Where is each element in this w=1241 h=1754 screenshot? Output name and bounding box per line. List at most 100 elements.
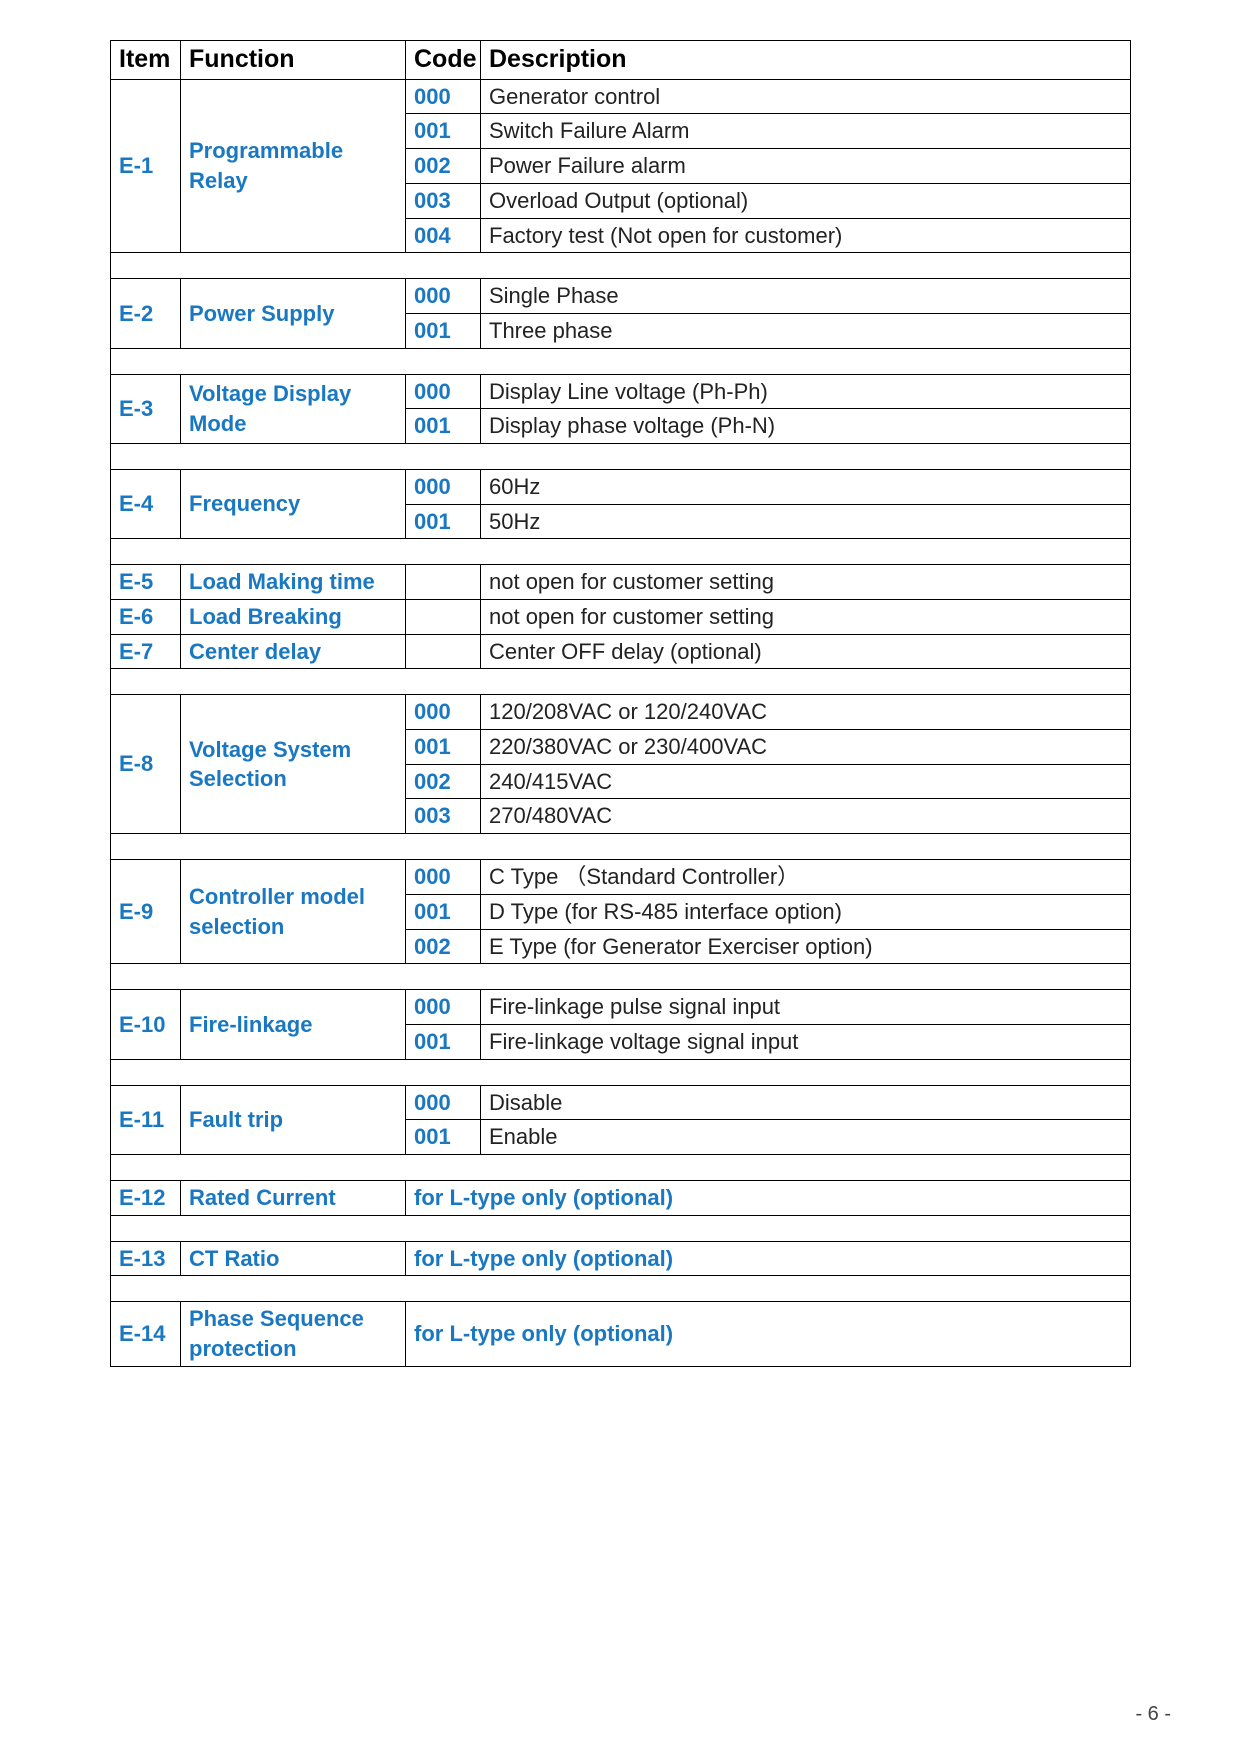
function-cell: Voltage System Selection — [181, 695, 406, 834]
page-number: - 6 - — [1135, 1703, 1171, 1726]
desc-cell: C Type （Standard Controller） — [481, 860, 1131, 895]
function-cell: Phase Sequence protection — [181, 1302, 406, 1366]
item-cell: E-9 — [111, 860, 181, 964]
desc-cell: for L-type only (optional) — [406, 1302, 1131, 1366]
function-cell: Programmable Relay — [181, 79, 406, 252]
spacer-row — [111, 1059, 1131, 1085]
code-cell — [406, 565, 481, 600]
header-code: Code — [406, 41, 481, 80]
code-cell: 003 — [406, 799, 481, 834]
table-row: E-2 Power Supply 000 Single Phase — [111, 279, 1131, 314]
item-cell: E-11 — [111, 1085, 181, 1154]
function-cell: Voltage Display Mode — [181, 374, 406, 443]
code-cell: 000 — [406, 279, 481, 314]
table-row: E-6 Load Breaking not open for customer … — [111, 600, 1131, 635]
table-row: E-5 Load Making time not open for custom… — [111, 565, 1131, 600]
desc-cell: Fire-linkage voltage signal input — [481, 1024, 1131, 1059]
table-row: E-8 Voltage System Selection 000 120/208… — [111, 695, 1131, 730]
table-row: E-9 Controller model selection 000 C Typ… — [111, 860, 1131, 895]
spacer-row — [111, 834, 1131, 860]
function-cell: Controller model selection — [181, 860, 406, 964]
desc-cell: Power Failure alarm — [481, 149, 1131, 184]
code-cell: 002 — [406, 149, 481, 184]
item-cell: E-4 — [111, 469, 181, 538]
desc-cell: 220/380VAC or 230/400VAC — [481, 730, 1131, 765]
desc-cell: Fire-linkage pulse signal input — [481, 990, 1131, 1025]
spacer-row — [111, 539, 1131, 565]
parameters-table: Item Function Code Description E-1 Progr… — [110, 40, 1131, 1367]
table-row: E-1 Programmable Relay 000 Generator con… — [111, 79, 1131, 114]
code-cell: 001 — [406, 409, 481, 444]
item-cell: E-13 — [111, 1241, 181, 1276]
desc-cell: 270/480VAC — [481, 799, 1131, 834]
desc-cell: 240/415VAC — [481, 764, 1131, 799]
function-cell: Load Making time — [181, 565, 406, 600]
desc-cell: Single Phase — [481, 279, 1131, 314]
code-cell: 000 — [406, 695, 481, 730]
item-cell: E-2 — [111, 279, 181, 348]
desc-cell: Display phase voltage (Ph-N) — [481, 409, 1131, 444]
desc-cell: Enable — [481, 1120, 1131, 1155]
item-cell: E-12 — [111, 1180, 181, 1215]
table-row: E-14 Phase Sequence protection for L-typ… — [111, 1302, 1131, 1366]
table-row: E-11 Fault trip 000 Disable — [111, 1085, 1131, 1120]
function-cell: Load Breaking — [181, 600, 406, 635]
desc-cell: not open for customer setting — [481, 565, 1131, 600]
spacer-row — [111, 253, 1131, 279]
spacer-row — [111, 443, 1131, 469]
desc-cell: 60Hz — [481, 469, 1131, 504]
item-cell: E-8 — [111, 695, 181, 834]
desc-cell: Center OFF delay (optional) — [481, 634, 1131, 669]
desc-cell: for L-type only (optional) — [406, 1241, 1131, 1276]
table-header-row: Item Function Code Description — [111, 41, 1131, 80]
function-cell: Rated Current — [181, 1180, 406, 1215]
desc-cell: Generator control — [481, 79, 1131, 114]
code-cell: 001 — [406, 1120, 481, 1155]
function-cell: Center delay — [181, 634, 406, 669]
code-cell — [406, 600, 481, 635]
desc-cell: for L-type only (optional) — [406, 1180, 1131, 1215]
page: Item Function Code Description E-1 Progr… — [0, 0, 1241, 1754]
desc-cell: not open for customer setting — [481, 600, 1131, 635]
header-description: Description — [481, 41, 1131, 80]
spacer-row — [111, 964, 1131, 990]
code-cell: 001 — [406, 894, 481, 929]
function-cell: Power Supply — [181, 279, 406, 348]
desc-cell: 120/208VAC or 120/240VAC — [481, 695, 1131, 730]
code-cell: 002 — [406, 764, 481, 799]
item-cell: E-10 — [111, 990, 181, 1059]
code-cell: 004 — [406, 218, 481, 253]
code-cell: 000 — [406, 1085, 481, 1120]
function-cell: CT Ratio — [181, 1241, 406, 1276]
desc-cell: Three phase — [481, 313, 1131, 348]
code-cell: 001 — [406, 114, 481, 149]
desc-cell: 50Hz — [481, 504, 1131, 539]
spacer-row — [111, 1154, 1131, 1180]
code-cell: 000 — [406, 860, 481, 895]
code-cell: 001 — [406, 504, 481, 539]
code-cell — [406, 634, 481, 669]
item-cell: E-7 — [111, 634, 181, 669]
item-cell: E-5 — [111, 565, 181, 600]
function-cell: Fire-linkage — [181, 990, 406, 1059]
item-cell: E-3 — [111, 374, 181, 443]
header-item: Item — [111, 41, 181, 80]
desc-cell: Switch Failure Alarm — [481, 114, 1131, 149]
code-cell: 003 — [406, 183, 481, 218]
spacer-row — [111, 348, 1131, 374]
spacer-row — [111, 669, 1131, 695]
code-cell: 001 — [406, 730, 481, 765]
desc-cell: D Type (for RS-485 interface option) — [481, 894, 1131, 929]
spacer-row — [111, 1276, 1131, 1302]
code-cell: 000 — [406, 79, 481, 114]
function-cell: Frequency — [181, 469, 406, 538]
code-cell: 000 — [406, 374, 481, 409]
code-cell: 001 — [406, 1024, 481, 1059]
table-row: E-13 CT Ratio for L-type only (optional) — [111, 1241, 1131, 1276]
code-cell: 000 — [406, 469, 481, 504]
item-cell: E-6 — [111, 600, 181, 635]
item-cell: E-1 — [111, 79, 181, 252]
function-cell: Fault trip — [181, 1085, 406, 1154]
desc-cell: Factory test (Not open for customer) — [481, 218, 1131, 253]
desc-cell: Display Line voltage (Ph-Ph) — [481, 374, 1131, 409]
